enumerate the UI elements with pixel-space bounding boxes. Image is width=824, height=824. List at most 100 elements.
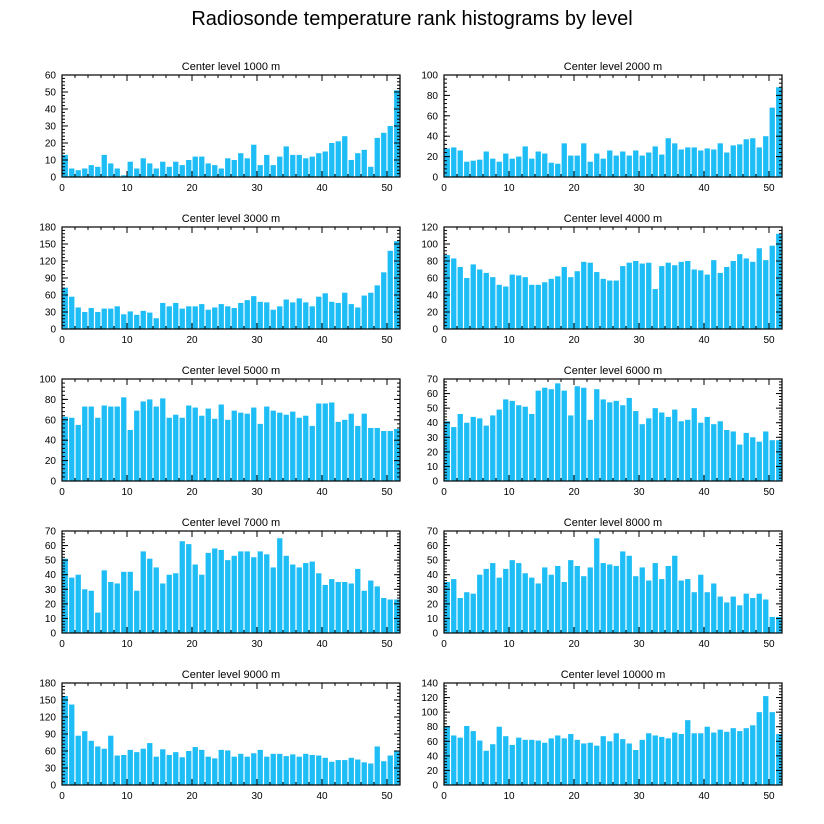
histogram-bar (361, 590, 367, 633)
histogram-panel: Center level 7000 m 0 10 20 30 40 50 0 10 20 30 40 5… (45, 517, 401, 650)
histogram-bar (522, 146, 528, 177)
histogram-bar (724, 152, 730, 177)
histogram-bar (335, 421, 341, 481)
histogram-bar (477, 574, 483, 633)
histogram-bar (444, 148, 450, 177)
histogram-bar (633, 411, 639, 481)
histogram-bar (561, 266, 567, 329)
histogram-bar (685, 147, 691, 177)
histogram-bar (153, 756, 159, 785)
figure-title: Radiosonde temperature rank histograms b… (191, 8, 633, 30)
x-tick-label: 0 (59, 487, 65, 498)
histogram-bar (522, 739, 528, 785)
histogram-bar (594, 745, 600, 785)
histogram-bar (750, 437, 756, 481)
histogram-bar (600, 158, 606, 177)
histogram-bar (535, 284, 541, 329)
histogram-bar (698, 270, 704, 329)
x-tick-label: 50 (381, 183, 393, 194)
histogram-bar (296, 567, 302, 633)
histogram-bar (665, 416, 671, 481)
histogram-bar (568, 415, 574, 481)
histogram-bar (361, 149, 367, 177)
histogram-bar (199, 304, 205, 329)
histogram-bar (316, 296, 322, 329)
histogram-bar (368, 292, 374, 329)
histogram-bar (225, 158, 231, 177)
x-tick-label: 0 (441, 335, 447, 346)
histogram-bar (218, 404, 224, 481)
histogram-bar (127, 571, 133, 633)
histogram-bar (270, 567, 276, 633)
histogram-panel: Center level 3000 m 0 10 20 30 40 50 0 30 60 90 120… (39, 213, 401, 346)
histogram-bar (238, 551, 244, 633)
histogram-bar (192, 747, 198, 785)
histogram-bar (290, 411, 296, 481)
histogram-bar (509, 400, 515, 481)
x-tick-label: 20 (186, 791, 198, 802)
panel-title: Center level 10000 m (561, 669, 666, 681)
y-tick-label: 60 (427, 111, 439, 122)
histogram-bar (290, 154, 296, 177)
histogram-bar (613, 400, 619, 481)
y-tick-label: 0 (432, 629, 438, 640)
histogram-bar (594, 272, 600, 329)
y-tick-label: 80 (427, 722, 439, 733)
histogram-bar (296, 154, 302, 177)
histogram-bar (199, 156, 205, 177)
histogram-bar (257, 165, 263, 177)
histogram-bar (283, 756, 289, 785)
histogram-bar (361, 295, 367, 329)
histogram-bar (548, 278, 554, 329)
histogram-panel: Center level 6000 m 0 10 20 30 40 50 0 10 20 30 40 5… (427, 365, 783, 498)
histogram-bar (82, 731, 88, 785)
histogram-bar (205, 408, 211, 481)
histogram-bar (179, 308, 185, 329)
histogram-bar (348, 160, 354, 177)
histogram-bar (607, 150, 613, 177)
y-tick-label: 40 (427, 291, 439, 302)
histogram-bar (756, 248, 762, 329)
histogram-bar (724, 731, 730, 785)
histogram-bar (134, 314, 140, 329)
histogram-bar (251, 296, 257, 329)
histogram-bar (620, 151, 626, 177)
y-tick-label: 0 (50, 629, 56, 640)
histogram-bar (516, 563, 522, 633)
histogram-bar (607, 280, 613, 329)
y-tick-label: 120 (39, 713, 56, 724)
y-tick-label: 30 (45, 308, 57, 319)
histogram-bar (724, 266, 730, 329)
histogram-bar (522, 573, 528, 633)
histogram-bar (329, 301, 335, 329)
histogram-bar (394, 599, 400, 633)
histogram-bar (342, 582, 348, 633)
histogram-bar (69, 168, 75, 177)
histogram-bar (672, 409, 678, 481)
histogram-bar (542, 153, 548, 177)
histogram-bar (730, 728, 736, 785)
x-tick-label: 10 (503, 335, 515, 346)
histogram-bar (685, 720, 691, 785)
histogram-bar (309, 306, 315, 329)
histogram-bar (594, 389, 600, 481)
y-tick-label: 60 (427, 737, 439, 748)
y-tick-label: 90 (45, 274, 57, 285)
y-tick-label: 60 (427, 541, 439, 552)
histogram-bar (672, 265, 678, 329)
histogram-bar (114, 168, 120, 177)
x-tick-label: 40 (698, 183, 710, 194)
x-tick-label: 50 (381, 335, 393, 346)
y-tick-label: 20 (45, 139, 57, 150)
histogram-bar (62, 696, 68, 785)
histogram-bar (503, 153, 509, 177)
histogram-bar (451, 735, 457, 785)
y-tick-label: 40 (427, 132, 439, 143)
histogram-bar (95, 166, 101, 177)
histogram-bar (587, 161, 593, 177)
y-tick-label: 50 (427, 556, 439, 567)
histogram-bar (496, 726, 502, 785)
histogram-bar (477, 159, 483, 177)
histogram-bar (283, 299, 289, 329)
x-tick-label: 40 (698, 335, 710, 346)
